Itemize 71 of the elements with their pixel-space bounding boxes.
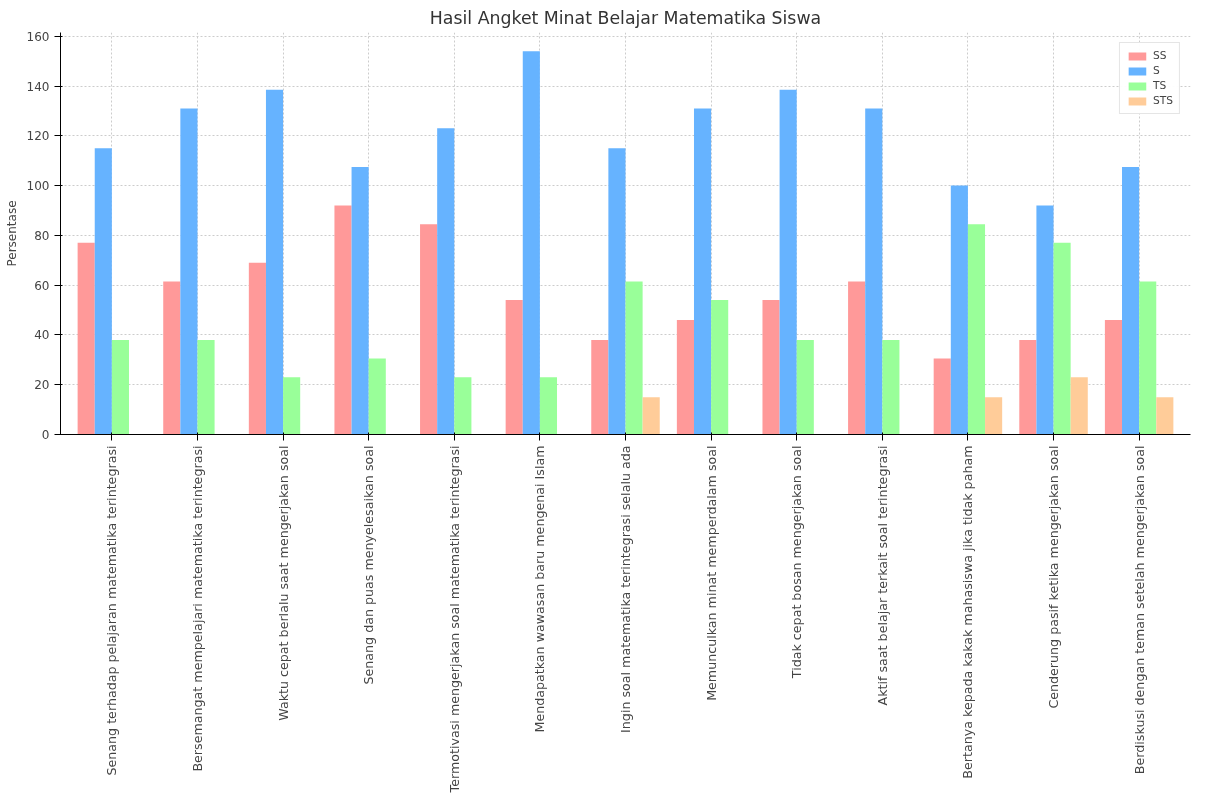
bar xyxy=(1139,281,1157,435)
bar xyxy=(334,205,352,435)
bar xyxy=(796,339,814,435)
y-tick-label: 140 xyxy=(26,79,50,94)
bar xyxy=(985,397,1003,435)
x-tick-label: Termotivasi mengerjakan soal matematika terintegrasi xyxy=(446,445,462,794)
bar xyxy=(437,128,455,435)
y-tick-label: 0 xyxy=(41,428,50,442)
legend-label: SS xyxy=(1152,49,1168,62)
bar xyxy=(950,185,968,435)
bar xyxy=(248,262,266,435)
bar xyxy=(163,281,181,435)
x-tick-label: Senang dan puas menyelesaikan soal xyxy=(361,445,377,685)
bar xyxy=(865,108,883,435)
bar xyxy=(1156,397,1174,435)
bar xyxy=(77,242,95,435)
bar xyxy=(265,89,284,435)
y-tick-label: 160 xyxy=(26,29,50,44)
bar xyxy=(351,166,369,435)
bar xyxy=(676,320,694,435)
bar xyxy=(420,224,438,435)
bar xyxy=(882,339,900,435)
bar xyxy=(368,358,386,435)
bar xyxy=(642,397,660,435)
x-tick-label: Aktif saat belajar terkait soal terintegrasi xyxy=(874,445,890,706)
bar xyxy=(591,339,609,435)
x-tick-label: Memunculkan minat memperdalam soal xyxy=(703,445,719,701)
y-tick-label: 20 xyxy=(34,378,50,393)
legend-label: S xyxy=(1152,64,1161,77)
bar xyxy=(1122,166,1140,435)
y-tick-label: 120 xyxy=(26,129,50,144)
bar xyxy=(1019,339,1037,435)
bar xyxy=(522,51,540,435)
legend-label: STS xyxy=(1152,94,1173,107)
bar xyxy=(94,148,112,435)
y-tick-label: 80 xyxy=(34,228,50,243)
bar xyxy=(608,148,626,435)
bar xyxy=(505,300,523,435)
bar xyxy=(933,358,951,435)
x-tick-label: Waktu cepat berlalu saat mengerjakan soal xyxy=(275,445,291,721)
x-tick-label: Bertanya kepada kakak mahasiswa jika tidak paham xyxy=(960,445,976,779)
bar xyxy=(197,339,215,435)
x-tick-label: Mendapatkan wawasan baru mengenai Islam xyxy=(532,445,548,733)
x-tick-label: Bersemangat mempelajari matematika terintegrasi xyxy=(189,445,205,772)
bar xyxy=(848,281,866,435)
bar xyxy=(283,377,301,435)
bar xyxy=(454,377,472,435)
bar xyxy=(967,224,986,435)
bar xyxy=(762,300,780,435)
x-tick-label: Cenderung pasif ketika mengerjakan soal xyxy=(1046,445,1062,709)
bar xyxy=(1104,320,1123,435)
bar xyxy=(711,300,729,435)
bar xyxy=(693,108,712,435)
x-tick-label: Berdiskusi dengan teman setelah mengerjakan soal xyxy=(1131,445,1147,775)
bar xyxy=(539,377,558,435)
bar xyxy=(1070,377,1088,435)
bar xyxy=(1036,205,1054,435)
x-tick-label: Tidak cepat bosan mengerjakan soal xyxy=(789,445,805,680)
bar xyxy=(779,89,797,435)
chart-title: Hasil Angket Minat Belajar Matematika Siswa xyxy=(429,7,822,28)
y-tick-label: 100 xyxy=(26,179,50,194)
bar xyxy=(180,108,198,435)
bar xyxy=(625,281,643,435)
x-tick-label: Senang terhadap pelajaran matematika terintegrasi xyxy=(104,445,120,776)
y-axis-title: Persentase xyxy=(4,200,19,267)
x-tick-label: Ingin soal matematika terintegrasi selalu ada xyxy=(618,445,633,733)
bar xyxy=(1053,242,1071,435)
y-tick-label: 40 xyxy=(34,328,50,343)
bar xyxy=(111,339,129,435)
y-tick-label: 60 xyxy=(34,278,50,293)
legend-label: TS xyxy=(1152,79,1168,92)
